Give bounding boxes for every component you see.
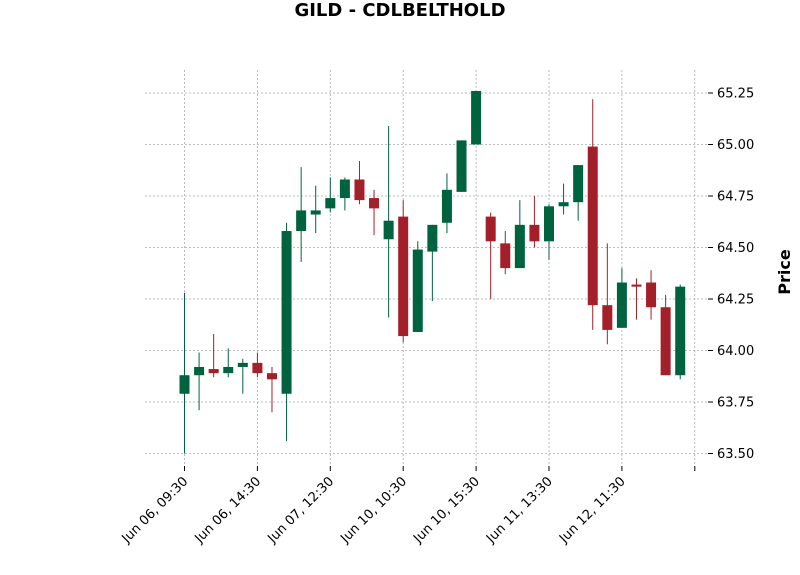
candle-body	[427, 224, 438, 252]
candle-body	[208, 369, 219, 374]
y-tick-label: 65.25	[717, 87, 754, 102]
chart-title: GILD - CDLBELTHOLD	[294, 0, 506, 21]
candle-body	[266, 373, 277, 380]
candle-down	[631, 278, 642, 320]
x-tick-label: Jun 10, 10:30	[337, 474, 410, 547]
candle-body	[675, 286, 686, 376]
candle-up	[471, 90, 482, 145]
candle-down	[587, 99, 598, 330]
x-tick-label: Jun 06, 09:30	[119, 474, 192, 547]
candles	[179, 90, 686, 454]
candle-body	[441, 189, 452, 223]
candle-up	[427, 224, 438, 302]
y-tick-label: 64.50	[717, 241, 754, 256]
y-tick-label: 64.25	[717, 293, 754, 308]
candle-down	[398, 200, 409, 343]
candle-body	[339, 179, 350, 199]
candle-body	[544, 206, 554, 242]
candle-body	[514, 224, 525, 269]
candle-body	[412, 249, 423, 332]
y-tick-label: 65.00	[717, 138, 754, 153]
x-tick-label: Jun 07, 12:30	[264, 474, 337, 547]
candle-down	[369, 189, 380, 236]
candle-body	[602, 305, 613, 330]
candle-body	[369, 198, 380, 209]
y-axis-label: Price	[775, 249, 794, 295]
candle-up	[310, 185, 321, 234]
candle-up	[412, 241, 423, 332]
candle-body	[194, 366, 205, 376]
candle-up	[281, 222, 292, 442]
candle-down	[529, 196, 540, 248]
candle-body	[223, 366, 234, 374]
candle-up	[339, 177, 350, 211]
candle-down	[266, 366, 277, 413]
candle-body	[237, 362, 248, 367]
candle-body	[354, 179, 365, 201]
candle-body	[383, 220, 394, 240]
candle-body	[325, 198, 336, 209]
candle-body	[456, 140, 467, 192]
candle-body	[616, 282, 627, 328]
x-tick-label: Jun 11, 13:30	[483, 474, 556, 547]
candle-body	[485, 216, 496, 242]
candle-body	[587, 146, 598, 306]
candle-up	[223, 348, 234, 378]
candle-up	[456, 140, 467, 192]
candle-down	[646, 270, 657, 320]
candle-up	[514, 200, 525, 269]
candle-body	[500, 243, 511, 269]
candle-down	[602, 243, 613, 345]
candle-down	[208, 334, 219, 378]
candle-body	[471, 90, 482, 145]
candle-up	[573, 165, 584, 221]
y-tick-label: 64.00	[717, 344, 754, 359]
y-tick-label: 63.75	[717, 396, 754, 411]
candle-body	[573, 165, 584, 203]
candle-body	[281, 231, 292, 394]
candle-body	[310, 210, 321, 215]
candle-down	[354, 160, 365, 205]
candle-up	[558, 183, 569, 215]
x-tick-label: Jun 10, 15:30	[410, 474, 483, 547]
candle-up	[544, 204, 554, 260]
candle-down	[660, 294, 671, 376]
x-tick-label: Jun 12, 11:30	[556, 474, 629, 547]
candle-body	[398, 216, 409, 337]
x-tick-label: Jun 06, 14:30	[192, 474, 265, 547]
axes: 63.50 63.75 64.00 64.25 64.50 64.75 65.00 65.25…	[119, 87, 755, 547]
candle-body	[252, 362, 263, 374]
candle-body	[179, 375, 190, 394]
candle-body	[660, 307, 671, 376]
candle-up	[237, 358, 248, 394]
candle-body	[631, 284, 642, 287]
y-tick-label: 64.75	[717, 190, 754, 205]
candle-up	[179, 292, 190, 454]
candle-up	[675, 284, 686, 380]
candle-up	[441, 173, 452, 234]
candle-down	[500, 231, 511, 275]
grid	[145, 70, 708, 466]
candle-body	[296, 210, 307, 232]
candle-down	[485, 212, 496, 299]
candle-down	[252, 352, 263, 378]
candle-up	[325, 177, 336, 213]
candle-body	[558, 202, 569, 207]
candle-up	[296, 167, 307, 262]
candle-up	[383, 125, 394, 318]
y-tick-label: 63.50	[717, 447, 754, 462]
candle-up	[194, 352, 205, 411]
candle-up	[616, 268, 627, 328]
candle-body	[529, 224, 540, 242]
candle-body	[646, 282, 657, 308]
